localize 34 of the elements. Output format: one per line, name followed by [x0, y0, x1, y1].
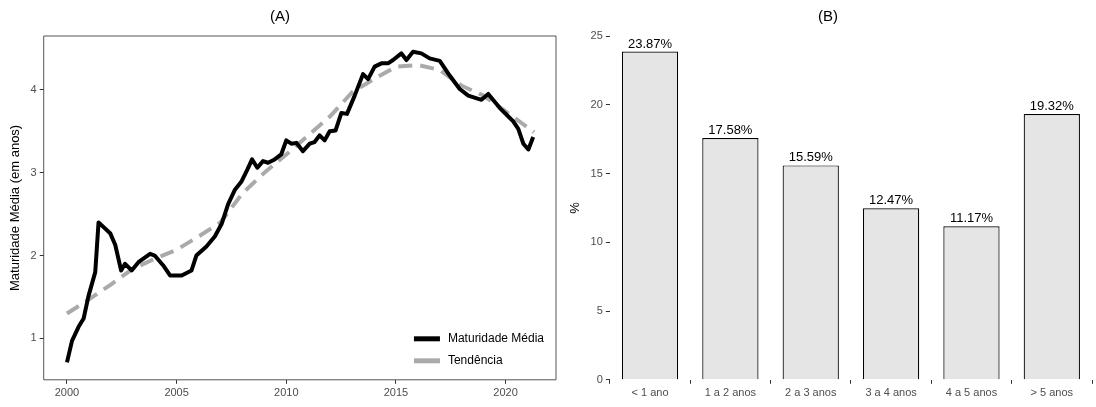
data-label: 11.17%: [949, 210, 994, 226]
data-label: 19.32%: [1029, 98, 1075, 114]
x-tick-label: 1 a 2 anos: [704, 386, 757, 399]
y-tick-label: 5: [596, 304, 603, 317]
data-label: 12.47%: [869, 192, 914, 208]
x-tick-label: > 5 anos: [1030, 386, 1074, 399]
y-axis-title: Maturidade Média (em anos): [7, 124, 23, 291]
y-tick-label: 2: [30, 248, 37, 261]
legend-label: Tendência: [447, 353, 503, 368]
y-axis-title: %: [567, 201, 583, 214]
y-tick-label: 3: [30, 165, 37, 178]
line-series: [64, 63, 537, 316]
x-tick-label: 2005: [164, 386, 189, 399]
y-tick-label: 4: [30, 82, 37, 95]
data-label: 15.59%: [788, 149, 834, 165]
legend-label: Maturidade Média: [447, 331, 545, 346]
x-tick-label: 2000: [54, 386, 80, 399]
x-tick-label: 2 a 3 anos: [785, 386, 837, 399]
y-tick-label: 0: [596, 372, 603, 385]
chart-title: (B): [818, 7, 838, 25]
x-tick-label: 2015: [383, 386, 409, 399]
y-tick-label: 10: [590, 235, 603, 248]
x-tick-label: 4 a 5 anos: [945, 386, 998, 399]
y-tick-label: 25: [590, 29, 603, 42]
y-tick-label: 15: [590, 166, 603, 179]
data-label: 23.87%: [627, 35, 673, 51]
chart-title: (A): [270, 7, 290, 25]
y-tick-label: 1: [30, 331, 37, 344]
y-tick-label: 20: [590, 97, 603, 110]
x-tick-label: 3 a 4 anos: [865, 386, 918, 399]
x-tick-label: 2020: [493, 386, 518, 399]
data-label: 17.58%: [708, 122, 753, 138]
x-tick-label: 2010: [274, 386, 299, 399]
x-tick-label: < 1 ano: [631, 386, 669, 399]
